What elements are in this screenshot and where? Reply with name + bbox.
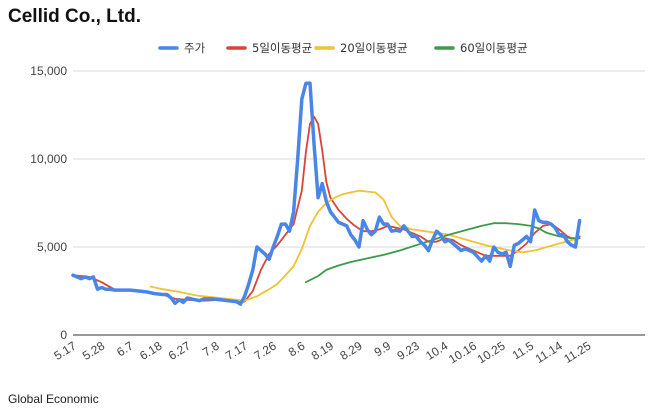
x-tick-label: 11.25 <box>561 338 593 365</box>
y-tick-label: 5,000 <box>37 240 67 254</box>
x-tick-label: 7.17 <box>223 339 251 363</box>
x-tick-label: 5.28 <box>80 339 108 363</box>
legend-label: 60일이동평균 <box>460 41 528 55</box>
legend-label: 주가 <box>184 41 206 55</box>
x-tick-label: 10.4 <box>423 339 451 363</box>
x-tick-label: 7.8 <box>200 339 222 360</box>
x-tick-label: 11.14 <box>533 338 565 365</box>
x-tick-label: 6.7 <box>114 339 136 360</box>
source-footer: Global Economic <box>8 392 99 406</box>
legend-label: 20일이동평균 <box>340 41 408 55</box>
x-tick-label: 7.26 <box>252 339 280 363</box>
page-title: Cellid Co., Ltd. <box>8 6 141 27</box>
legend-label: 5일이동평균 <box>252 41 312 55</box>
y-tick-label: 15,000 <box>30 64 67 78</box>
legend: 주가 5일이동평균 20일이동평균 60일이동평균 <box>158 41 528 55</box>
x-tick-label: 10.25 <box>475 338 508 366</box>
series-line <box>72 115 581 303</box>
x-tick-label: 8.29 <box>337 339 365 363</box>
x-axis-ticks: 5.17 5.28 6.7 6.18 6.27 7.8 7.17 7.26 8.6 8.19 8.2… <box>51 338 593 366</box>
x-tick-label: 9.9 <box>372 339 394 360</box>
x-tick-label: 9.23 <box>395 339 423 363</box>
x-tick-label: 11.5 <box>510 339 537 363</box>
x-tick-label: 6.18 <box>137 339 165 363</box>
series-line <box>149 189 581 302</box>
x-tick-label: 5.17 <box>51 339 79 363</box>
y-axis-ticks: 0 5,000 10,000 15,000 <box>30 64 67 342</box>
x-tick-label: 8.19 <box>309 339 337 363</box>
series-lines <box>71 81 582 306</box>
y-tick-label: 10,000 <box>30 152 67 166</box>
x-tick-label: 10.16 <box>446 338 479 366</box>
x-tick-label: 8.6 <box>286 339 308 360</box>
series-line <box>71 81 582 306</box>
series-line <box>305 222 581 284</box>
x-tick-label: 6.27 <box>166 339 194 363</box>
y-tick-label: 0 <box>60 328 67 342</box>
